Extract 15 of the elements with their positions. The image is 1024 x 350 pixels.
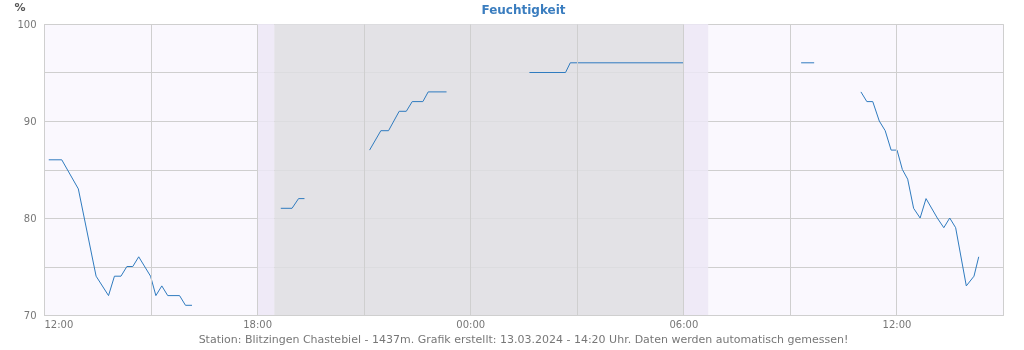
y-tick-label: 100: [17, 18, 37, 30]
x-tick-label: 06:00: [669, 318, 699, 330]
line-series: [860, 91, 980, 287]
y-tick-label: 80: [23, 212, 37, 224]
line-series: [369, 91, 448, 151]
x-tick-label: 00:00: [456, 318, 486, 330]
x-tick-label: 12:00: [44, 318, 74, 330]
y-tick-label: 70: [23, 309, 37, 321]
y-tick-label: 90: [23, 115, 37, 127]
chart-title: Feuchtigkeit: [481, 3, 566, 17]
x-tick-label: 12:00: [882, 318, 912, 330]
line-series: [48, 159, 193, 306]
text: Station: Blitzingen Chastebiel - 1437m. Grafik erstellt: 13.03.2024 - 14:20 Uhr. Daten werden automatisch gemessen!: [198, 333, 849, 346]
y-axis-title: %: [14, 0, 26, 14]
x-tick-label: 18:00: [243, 318, 273, 330]
